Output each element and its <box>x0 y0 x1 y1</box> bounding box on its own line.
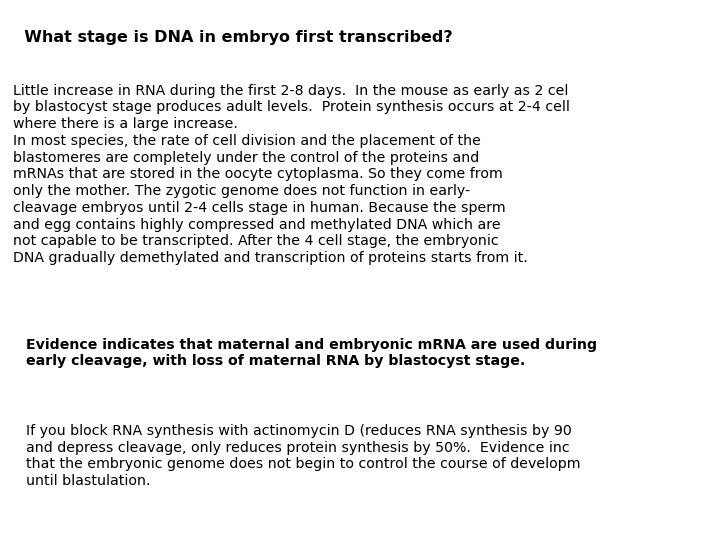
Text: Evidence indicates that maternal and embryonic mRNA are used during
early cleava: Evidence indicates that maternal and emb… <box>26 338 597 368</box>
Text: Little increase in RNA during the first 2-8 days.  In the mouse as early as 2 ce: Little increase in RNA during the first … <box>13 84 570 265</box>
Text: What stage is DNA in embryo first transcribed?: What stage is DNA in embryo first transc… <box>13 30 453 45</box>
Text: If you block RNA synthesis with actinomycin D (reduces RNA synthesis by 90
and d: If you block RNA synthesis with actinomy… <box>26 424 580 488</box>
